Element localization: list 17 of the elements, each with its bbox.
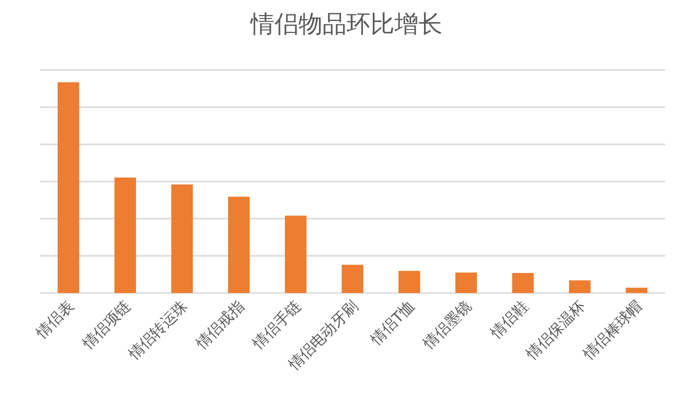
bar bbox=[626, 288, 648, 293]
x-tick-label: 情侣T恤 bbox=[366, 297, 418, 349]
bar bbox=[228, 196, 250, 293]
bar bbox=[342, 264, 364, 293]
bar bbox=[58, 82, 80, 293]
x-tick-label: 情侣墨镜 bbox=[419, 297, 475, 353]
chart-title: 情侣物品环比增长 bbox=[250, 10, 442, 38]
bar bbox=[284, 216, 306, 293]
x-tick-label: 情侣鞋 bbox=[486, 297, 532, 342]
bar bbox=[455, 272, 477, 293]
x-tick-label: 情侣戒指 bbox=[192, 297, 248, 353]
bar bbox=[568, 280, 591, 293]
bar bbox=[512, 272, 534, 293]
bar bbox=[114, 178, 136, 293]
bar bbox=[398, 270, 420, 293]
x-tick-label: 情侣表 bbox=[32, 297, 78, 342]
bar bbox=[171, 184, 193, 293]
